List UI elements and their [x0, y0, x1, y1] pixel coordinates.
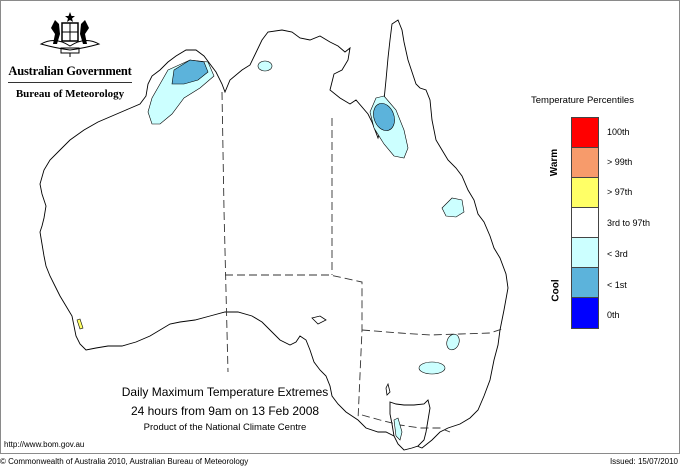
- swatch-3rd-97th: [572, 208, 598, 238]
- swatch-gt97th: [572, 178, 598, 208]
- map-caption: Daily Maximum Temperature Extremes 24 ho…: [100, 385, 350, 433]
- swatch-lt1st: [572, 268, 598, 298]
- legend-label-0th: 0th: [607, 310, 620, 320]
- warm-label: Warm: [549, 148, 561, 177]
- region-gulf-lt1st: [373, 103, 395, 131]
- legend-title: Temperature Percentiles: [531, 95, 634, 106]
- legend-label-gt99th: > 99th: [607, 157, 633, 167]
- swatch-gt99th: [572, 148, 598, 178]
- legend-label-lt1st: < 1st: [607, 280, 627, 290]
- legend-color-bar: [571, 117, 599, 329]
- org-primary-name: Australian Government: [8, 64, 132, 83]
- bom-logo: Australian Government Bureau of Meteorol…: [8, 10, 132, 100]
- region-sw-wa-gt97th: [76, 318, 84, 330]
- legend-label-gt97th: > 97th: [607, 187, 633, 197]
- map-period: 24 hours from 9am on 13 Feb 2008: [130, 404, 320, 418]
- region-nsw-coast-lt3rd: [446, 333, 460, 351]
- region-kimberley-lt1st: [171, 59, 209, 85]
- region-vic-alps-lt3rd: [418, 361, 446, 375]
- region-tasmania-lt3rd: [393, 417, 403, 441]
- australia-map: [39, 19, 509, 451]
- region-top-end-lt3rd: [257, 60, 273, 72]
- map-product: Product of the National Climate Centre: [143, 422, 307, 433]
- legend-label-3rd-97th: 3rd to 97th: [607, 218, 651, 228]
- legend-label-lt3rd: < 3rd: [607, 249, 628, 259]
- cool-label: Cool: [550, 279, 562, 302]
- map-title: Daily Maximum Temperature Extremes: [121, 385, 329, 399]
- website-link[interactable]: http://www.bom.gov.au: [4, 440, 85, 449]
- state-borders: [221, 91, 506, 433]
- swatch-100th: [572, 118, 598, 148]
- org-secondary-name: Bureau of Meteorology: [15, 88, 125, 100]
- region-central-qld-lt3rd: [441, 197, 465, 218]
- island: [385, 382, 391, 396]
- temperature-anomalies: [76, 59, 465, 441]
- coat-of-arms-icon: [39, 12, 101, 57]
- swatch-lt3rd: [572, 238, 598, 268]
- copyright-notice: © Commonwealth of Australia 2010, Austra…: [0, 457, 249, 466]
- island: [311, 315, 327, 325]
- legend-label-100th: 100th: [607, 127, 630, 137]
- issued-date: Issued: 15/07/2010: [609, 457, 678, 466]
- swatch-0th: [572, 298, 598, 328]
